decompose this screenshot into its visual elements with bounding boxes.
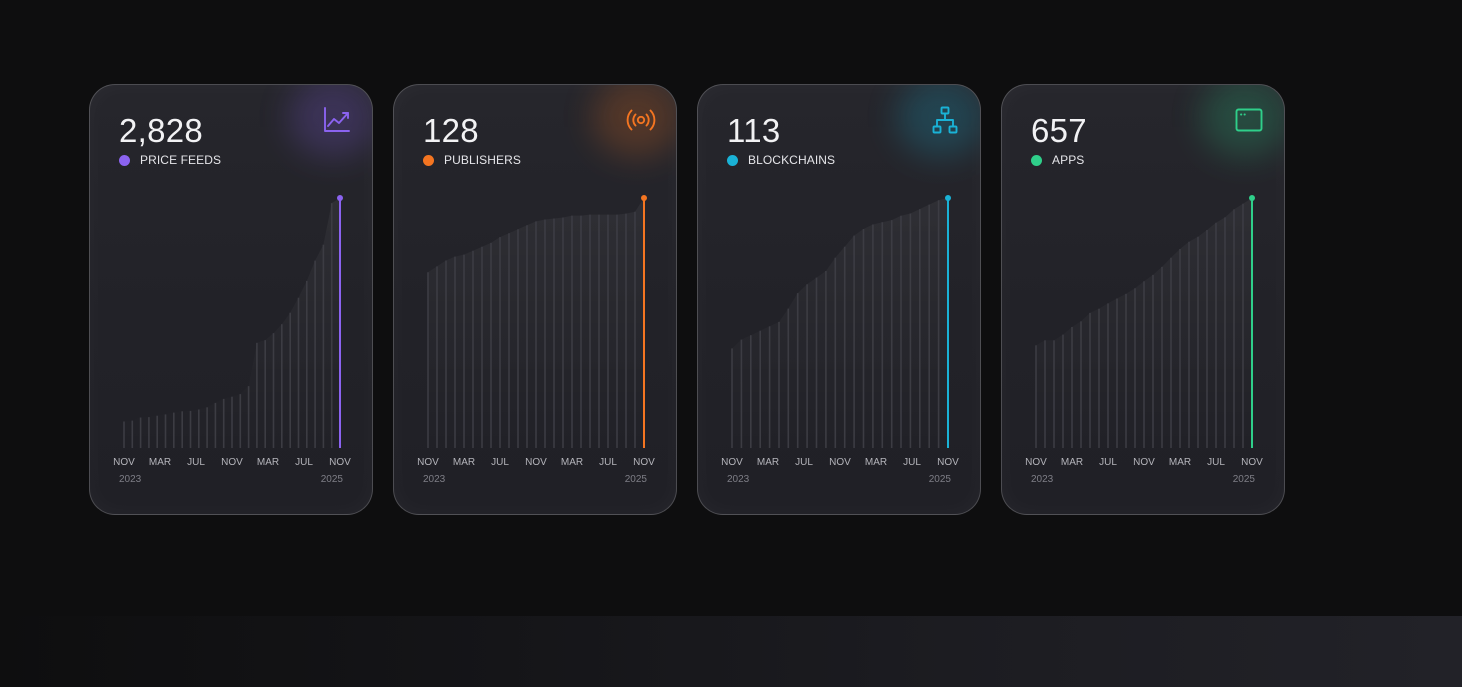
month-tick: MAR [1168, 457, 1192, 468]
month-tick: NOV [937, 457, 959, 468]
month-tick: MAR [452, 457, 476, 468]
chart-area-fill [732, 198, 948, 448]
month-tick: NOV [417, 457, 439, 468]
legend-dot [119, 154, 130, 166]
year-end-label: 2025 [624, 474, 647, 485]
month-tick: MAR [864, 457, 888, 468]
month-tick: JUL [187, 457, 205, 468]
chart-current-point [641, 195, 647, 201]
stat-value: 2,828 [119, 112, 204, 149]
x-axis-months: NOV MAR JUL NOV MAR JUL NOV [414, 457, 660, 471]
month-tick: MAR [256, 457, 280, 468]
legend-dot [727, 154, 738, 166]
stat-value: 657 [1031, 112, 1087, 149]
stat-label: BLOCKCHAINS [748, 153, 836, 167]
network-icon [930, 105, 960, 135]
legend-dot [423, 154, 434, 166]
stats-cards: 2,828 PRICE FEEDS NOV MAR JUL NOV MAR JU… [89, 84, 1285, 515]
chart-price-feeds [123, 195, 343, 448]
month-tick: JUL [491, 457, 509, 468]
month-tick: JUL [795, 457, 813, 468]
year-start-label: 2023 [119, 474, 142, 485]
stat-legend: APPS [1031, 153, 1084, 167]
stat-card-apps: 657 APPS NOV MAR JUL NOV MAR JUL NOV 202… [1001, 84, 1285, 515]
month-tick: NOV [721, 457, 743, 468]
stat-card-price-feeds: 2,828 PRICE FEEDS NOV MAR JUL NOV MAR JU… [89, 84, 373, 515]
chart-blockchains [731, 195, 951, 448]
month-tick: NOV [633, 457, 655, 468]
month-tick: NOV [1025, 457, 1047, 468]
year-end-label: 2025 [1232, 474, 1255, 485]
month-tick: JUL [295, 457, 313, 468]
chart-current-point [1249, 195, 1255, 201]
month-tick: NOV [1133, 457, 1155, 468]
stat-legend: PUBLISHERS [423, 153, 521, 167]
year-start-label: 2023 [1031, 474, 1054, 485]
stat-legend: BLOCKCHAINS [727, 153, 835, 167]
broadcast-icon [626, 105, 656, 135]
year-end-label: 2025 [320, 474, 343, 485]
month-tick: MAR [560, 457, 584, 468]
stat-label: PRICE FEEDS [140, 153, 222, 167]
x-axis-months: NOV MAR JUL NOV MAR JUL NOV [110, 457, 356, 471]
month-tick: JUL [1207, 457, 1225, 468]
chart-area-fill [124, 198, 340, 448]
month-tick: MAR [1060, 457, 1084, 468]
month-tick: NOV [1241, 457, 1263, 468]
month-tick: JUL [1099, 457, 1117, 468]
stat-card-publishers: 128 PUBLISHERS NOV MAR JUL NOV MAR JUL N… [393, 84, 677, 515]
stat-value: 113 [727, 112, 781, 149]
month-tick: MAR [148, 457, 172, 468]
x-axis-months: NOV MAR JUL NOV MAR JUL NOV [1022, 457, 1268, 471]
chart-current-point [945, 195, 951, 201]
month-tick: NOV [829, 457, 851, 468]
stat-label: APPS [1052, 153, 1085, 167]
year-end-label: 2025 [928, 474, 951, 485]
month-tick: JUL [903, 457, 921, 468]
stat-card-blockchains: 113 BLOCKCHAINS NOV MAR JUL NOV MAR JUL … [697, 84, 981, 515]
month-tick: JUL [599, 457, 617, 468]
trending-up-icon [322, 105, 352, 135]
legend-dot [1031, 154, 1042, 166]
footer-gradient-band [0, 616, 1462, 687]
year-start-label: 2023 [727, 474, 750, 485]
month-tick: NOV [329, 457, 351, 468]
chart-apps [1035, 195, 1255, 448]
year-start-label: 2023 [423, 474, 446, 485]
stat-value: 128 [423, 112, 479, 149]
chart-current-point [337, 195, 343, 201]
x-axis-months: NOV MAR JUL NOV MAR JUL NOV [718, 457, 964, 471]
stat-label: PUBLISHERS [444, 153, 522, 167]
stat-legend: PRICE FEEDS [119, 153, 221, 167]
app-window-icon [1234, 105, 1264, 135]
chart-publishers [427, 195, 647, 448]
month-tick: NOV [525, 457, 547, 468]
month-tick: MAR [756, 457, 780, 468]
month-tick: NOV [221, 457, 243, 468]
month-tick: NOV [113, 457, 135, 468]
